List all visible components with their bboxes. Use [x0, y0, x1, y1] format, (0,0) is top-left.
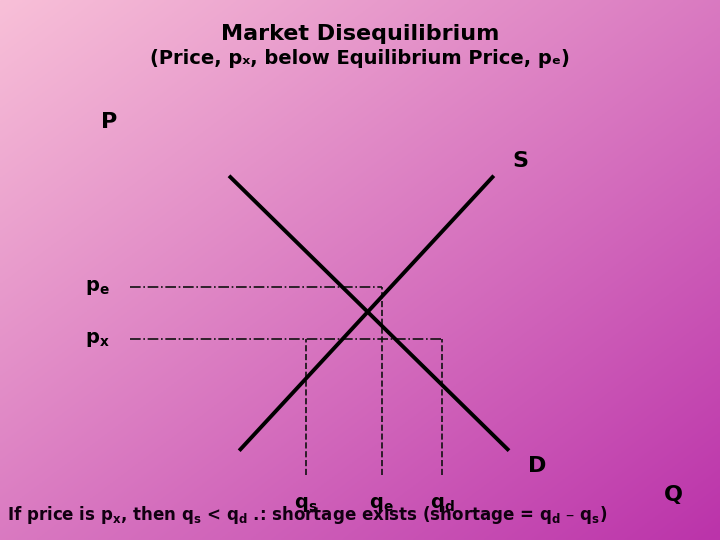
Text: Market Disequilibrium: Market Disequilibrium — [221, 24, 499, 44]
Text: $\mathbf{q_e}$: $\mathbf{q_e}$ — [369, 495, 394, 514]
Text: (Price, pₓ, below Equilibrium Price, pₑ): (Price, pₓ, below Equilibrium Price, pₑ) — [150, 49, 570, 68]
Text: $\mathbf{p_x}$: $\mathbf{p_x}$ — [85, 329, 109, 349]
Text: If price is $\mathbf{p_x}$, then $\mathbf{q_s}$ < $\mathbf{q_d}$ .: shortage exi: If price is $\mathbf{p_x}$, then $\mathb… — [7, 504, 608, 526]
Text: P: P — [102, 112, 117, 132]
Text: $\mathbf{q_s}$: $\mathbf{q_s}$ — [294, 495, 318, 514]
Text: $\mathbf{p_e}$: $\mathbf{p_e}$ — [85, 278, 109, 297]
Text: S: S — [513, 151, 528, 171]
Text: $\mathbf{q_d}$: $\mathbf{q_d}$ — [430, 495, 454, 514]
Text: D: D — [528, 456, 546, 476]
Text: Q: Q — [664, 484, 683, 505]
